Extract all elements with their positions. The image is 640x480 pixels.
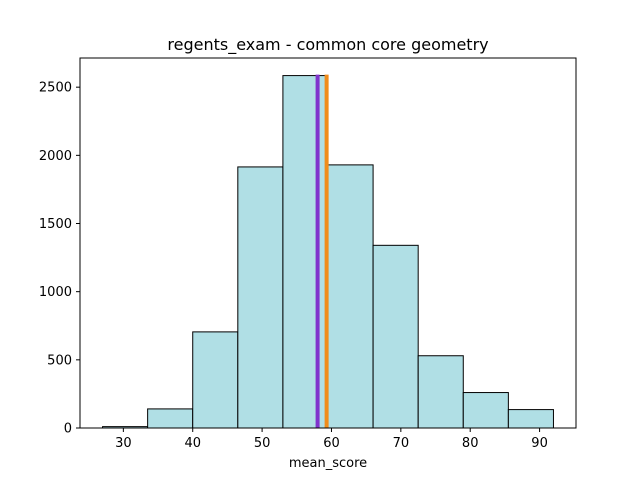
histogram-bar — [417, 355, 464, 429]
histogram-bar — [147, 408, 194, 429]
histogram-bar — [507, 409, 554, 429]
y-axis-ticks: 0 500 1000 1500 2000 2500 — [39, 81, 80, 437]
y-tick-label: 2500 — [39, 81, 72, 96]
y-tick-label: 1500 — [39, 217, 72, 232]
histogram-bars — [102, 75, 554, 429]
x-tick-label: 40 — [184, 436, 201, 451]
histogram-bar — [237, 166, 284, 429]
x-tick-label: 50 — [254, 436, 271, 451]
x-axis-ticks: 30 40 50 60 70 80 90 — [115, 428, 548, 451]
x-tick-label: 60 — [323, 436, 340, 451]
chart-title: regents_exam - common core geometry — [167, 35, 488, 55]
y-tick-label: 500 — [47, 353, 72, 368]
plot-frame — [79, 57, 577, 429]
histogram-bar — [372, 244, 419, 429]
histogram-bar — [192, 331, 239, 429]
histogram-bar — [327, 164, 374, 429]
y-tick-label: 1000 — [39, 285, 72, 300]
x-axis-label: mean_score — [289, 456, 367, 471]
x-tick-label: 80 — [462, 436, 479, 451]
y-tick-label: 2000 — [39, 149, 72, 164]
x-tick-label: 90 — [531, 436, 548, 451]
histogram-bar — [462, 392, 509, 429]
histogram-bar — [282, 75, 329, 429]
x-tick-label: 30 — [115, 436, 132, 451]
reference-lines — [315, 74, 329, 428]
y-tick-label: 0 — [64, 422, 72, 437]
x-tick-label: 70 — [393, 436, 410, 451]
